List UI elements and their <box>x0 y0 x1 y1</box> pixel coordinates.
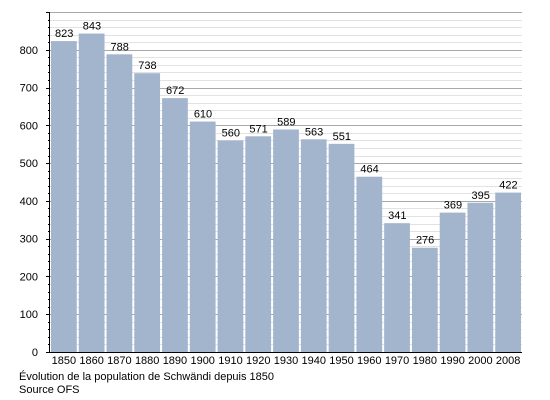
y-tick-label-0: 0 <box>32 347 38 359</box>
data-label-1890: 672 <box>166 85 184 97</box>
bar-1940 <box>300 139 327 352</box>
bar-1980 <box>411 247 438 352</box>
data-label-1850: 823 <box>55 28 73 40</box>
y-tick-label-300: 300 <box>20 234 38 246</box>
data-label-2000: 395 <box>471 190 489 202</box>
data-label-1930: 589 <box>277 116 295 128</box>
bar-1900 <box>189 121 216 352</box>
data-labels-layer: 823 843 788 738 672 610 560 571 589 563 551 464 341 2… <box>55 21 518 247</box>
y-tick-label-700: 700 <box>20 83 38 95</box>
data-label-2008: 422 <box>499 180 517 192</box>
bar-2000 <box>467 202 494 352</box>
x-tick-label-2008: 2008 <box>496 355 520 367</box>
bar-2008 <box>495 192 521 352</box>
data-label-1880: 738 <box>138 60 156 72</box>
data-label-1900: 610 <box>194 109 212 121</box>
bar-1850 <box>51 41 77 353</box>
y-tick-label-400: 400 <box>20 196 38 208</box>
x-tick-label-1970: 1970 <box>385 355 409 367</box>
x-tick-label-1990: 1990 <box>440 355 464 367</box>
y-tick-label-200: 200 <box>20 271 38 283</box>
x-tick-label-1980: 1980 <box>413 355 437 367</box>
data-label-1860: 843 <box>83 21 101 33</box>
bars-layer <box>51 33 521 353</box>
data-label-1920: 571 <box>249 123 267 135</box>
x-tick-label-1880: 1880 <box>135 355 159 367</box>
bar-1960 <box>356 176 383 352</box>
x-tick-label-1940: 1940 <box>302 355 326 367</box>
bar-1910 <box>217 140 244 352</box>
bar-1880 <box>134 73 161 352</box>
x-tick-label-1950: 1950 <box>329 355 353 367</box>
bar-1950 <box>328 143 355 352</box>
x-tick-label-1870: 1870 <box>107 355 131 367</box>
bar-1930 <box>273 129 299 352</box>
data-label-1910: 560 <box>222 127 240 139</box>
axis-layer: 1850 1860 1870 1880 1890 1900 1910 1920 1930 1940… <box>20 12 522 367</box>
data-label-1970: 341 <box>388 210 406 222</box>
y-tick-label-100: 100 <box>20 309 38 321</box>
x-tick-label-1930: 1930 <box>274 355 298 367</box>
chart-caption-source: Source OFS <box>19 384 80 396</box>
bar-1870 <box>106 54 133 353</box>
y-tick-label-600: 600 <box>20 120 38 132</box>
x-tick-label-1900: 1900 <box>190 355 214 367</box>
bar-1860 <box>78 33 105 352</box>
chart-caption-title: Évolution de la population de Schwändi d… <box>19 371 275 383</box>
x-tick-label-2000: 2000 <box>468 355 492 367</box>
data-label-1960: 464 <box>360 164 378 176</box>
bar-1920 <box>245 136 272 352</box>
y-tick-label-500: 500 <box>20 158 38 170</box>
x-tick-label-1920: 1920 <box>246 355 270 367</box>
bar-1890 <box>162 98 188 352</box>
data-label-1990: 369 <box>444 200 462 212</box>
bar-1970 <box>384 223 410 352</box>
x-tick-label-1960: 1960 <box>357 355 381 367</box>
x-tick-label-1860: 1860 <box>79 355 103 367</box>
data-label-1980: 276 <box>416 235 434 247</box>
bar-1990 <box>439 212 466 352</box>
x-tick-label-1850: 1850 <box>52 355 76 367</box>
y-tick-label-800: 800 <box>20 45 38 57</box>
x-tick-label-1910: 1910 <box>218 355 242 367</box>
data-label-1870: 788 <box>111 41 129 53</box>
data-label-1950: 551 <box>333 131 351 143</box>
x-tick-label-1890: 1890 <box>163 355 187 367</box>
data-label-1940: 563 <box>305 126 323 138</box>
